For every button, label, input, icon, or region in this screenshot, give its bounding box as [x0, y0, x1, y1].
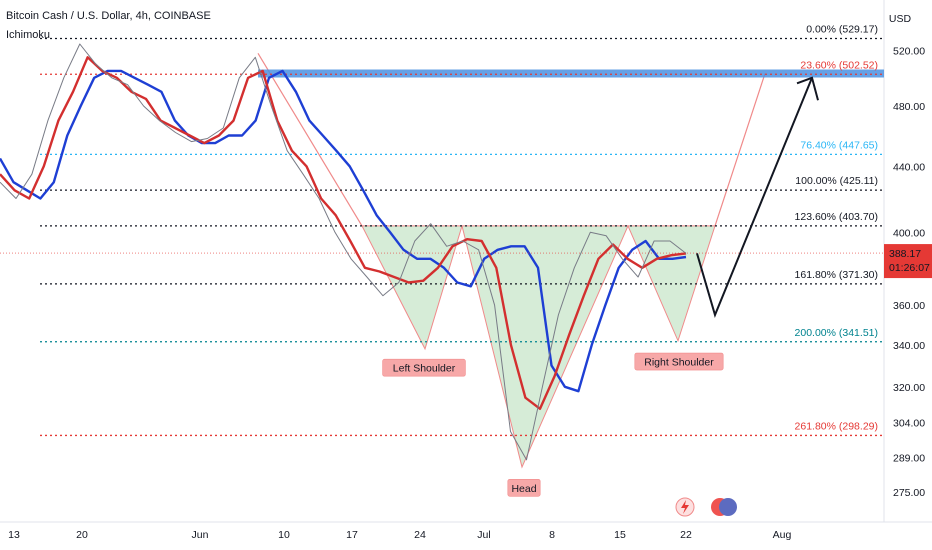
y-tick-label: 320.00 [893, 382, 925, 394]
x-tick-label: 10 [278, 529, 290, 541]
fib-level-label: 23.60% (502.52) [800, 59, 878, 71]
fib-level-label: 100.00% (425.11) [795, 175, 878, 187]
y-tick-label: 289.00 [893, 452, 925, 464]
y-tick-label: 304.00 [893, 417, 925, 429]
pattern-label: Right Shoulder [644, 357, 714, 369]
descent-line [257, 52, 363, 227]
x-tick-label: Jun [192, 529, 209, 541]
flag-icon-2 [719, 498, 737, 516]
x-tick-label: 13 [8, 529, 20, 541]
series-line [0, 56, 687, 410]
lightning-icon-glyph [681, 500, 689, 514]
x-tick-label: Aug [773, 529, 792, 541]
y-tick-label: 440.00 [893, 161, 925, 173]
target-zone [258, 69, 884, 78]
pattern-label: Left Shoulder [393, 363, 456, 375]
countdown-label: 01:26:07 [889, 262, 930, 274]
target-line [714, 73, 766, 227]
fib-level-label: 161.80% (371.30) [795, 269, 878, 281]
y-tick-label: 480.00 [893, 101, 925, 113]
fib-level-label: 123.60% (403.70) [795, 211, 878, 223]
x-tick-label: 15 [614, 529, 626, 541]
x-tick-label: 24 [414, 529, 426, 541]
currency-label: USD [889, 13, 912, 25]
indicator-label: Ichimoku [6, 29, 51, 41]
y-tick-label: 340.00 [893, 340, 925, 352]
projection-arrow-head [796, 76, 819, 101]
fib-level-label: 200.00% (341.51) [795, 327, 878, 339]
fib-level-label: 76.40% (447.65) [800, 139, 878, 151]
pattern-label: Head [511, 483, 536, 495]
last-price-badge [884, 244, 932, 279]
x-tick-label: 17 [346, 529, 358, 541]
x-tick-label: 8 [549, 529, 555, 541]
pattern-label-box [634, 352, 724, 371]
y-tick-label: 400.00 [893, 227, 925, 239]
head-area [461, 225, 629, 469]
fib-level-label: 261.80% (298.29) [795, 420, 878, 432]
y-tick-label: 275.00 [893, 487, 925, 499]
last-price-label: 388.17 [889, 248, 921, 260]
projection-arrow-path [696, 77, 813, 318]
x-tick-label: 20 [76, 529, 88, 541]
y-tick-label: 360.00 [893, 300, 925, 312]
series-line [0, 69, 687, 393]
x-tick-label: 22 [680, 529, 692, 541]
left-shoulder-area [361, 225, 463, 351]
fib-level-label: 0.00% (529.17) [806, 24, 878, 36]
y-tick-label: 520.00 [893, 46, 925, 58]
pattern-label-box [382, 358, 466, 377]
chart-title: Bitcoin Cash / U.S. Dollar, 4h, COINBASE [6, 10, 211, 22]
x-tick-label: Jul [477, 529, 490, 541]
pattern-label-box [507, 478, 541, 497]
series-line [0, 43, 687, 461]
